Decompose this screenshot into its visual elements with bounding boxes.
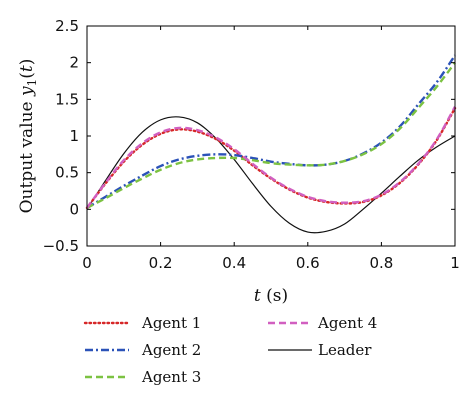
x-tick-label: 0.6 xyxy=(296,254,320,272)
x-axis-label-var: t xyxy=(254,286,261,306)
series-line-agent-4 xyxy=(86,106,457,209)
x-tick-label: 0.4 xyxy=(222,254,246,272)
y-axis-label-var: y xyxy=(17,86,37,97)
plot-lines xyxy=(85,54,457,234)
x-tick-label: 0.8 xyxy=(369,254,393,272)
y-axis-label-arg-close: ) xyxy=(17,59,37,66)
y-axis-label-sub: 1 xyxy=(25,79,39,87)
x-tick-label: 0.2 xyxy=(149,254,173,272)
y-axis-label: Output value y1(t) xyxy=(17,59,39,214)
y-tick-label: 1 xyxy=(69,127,79,145)
series-line-agent-2 xyxy=(86,54,456,209)
y-tick-label: 1.5 xyxy=(55,90,79,108)
legend-label: Agent 3 xyxy=(141,368,201,386)
legend-label: Agent 2 xyxy=(141,341,201,359)
x-axis-label-unit: (s) xyxy=(266,286,288,306)
y-tick-label: 0.5 xyxy=(55,164,79,182)
y-tick-label: 0 xyxy=(69,200,79,218)
y-tick-label: 2 xyxy=(69,54,79,72)
y-tick-label: 2.5 xyxy=(55,17,79,35)
axis-ticks xyxy=(86,25,456,247)
y-axis-label-prefix: Output value xyxy=(17,96,37,213)
y-axis-label-arg-open: ( xyxy=(17,72,37,79)
x-axis-label: t (s) xyxy=(254,286,288,306)
legend-label: Agent 1 xyxy=(141,314,201,332)
plot-frame xyxy=(86,25,456,247)
y-tick-label: −0.5 xyxy=(43,237,79,255)
series-line-agent-3 xyxy=(86,61,456,209)
series-line-agent-1 xyxy=(85,106,457,210)
legend: Agent 1 Agent 2 Agent 3 Agent 4 Leader xyxy=(83,314,377,386)
x-tick-label: 0 xyxy=(82,254,92,272)
legend-label: Agent 4 xyxy=(317,314,377,332)
x-tick-label: 1 xyxy=(450,254,460,272)
tick-labels: 0 0.2 0.4 0.6 0.8 1−0.500.511.522.5 xyxy=(43,17,460,272)
legend-label: Leader xyxy=(318,341,372,359)
series-line-leader xyxy=(86,116,456,234)
y-axis-label-arg: t xyxy=(17,65,37,72)
